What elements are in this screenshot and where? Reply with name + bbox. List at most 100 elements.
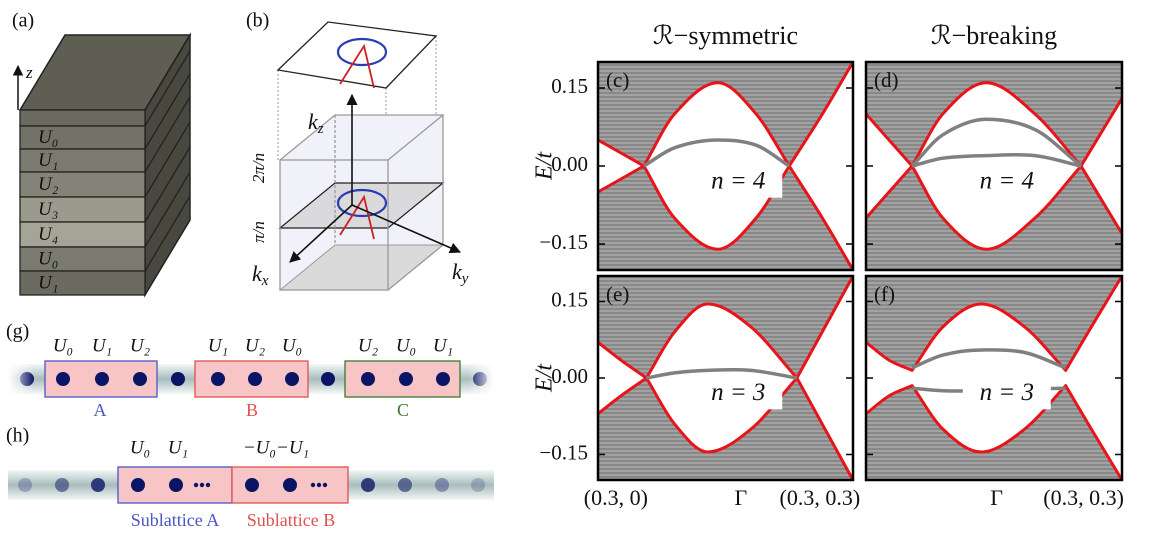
kx-label: kx bbox=[252, 261, 269, 289]
ellipsis-dot bbox=[206, 483, 210, 487]
site bbox=[211, 372, 225, 386]
site bbox=[95, 372, 109, 386]
site bbox=[436, 372, 450, 386]
sublattice-name: Sublattice B bbox=[247, 510, 336, 530]
site bbox=[248, 372, 262, 386]
sub: z bbox=[317, 121, 324, 137]
ellipsis-dot bbox=[194, 483, 198, 487]
panel-label: (d) bbox=[874, 68, 899, 92]
potential-label: U₀ bbox=[396, 335, 416, 356]
x-tick-label: (0.3, 0) bbox=[584, 485, 648, 510]
potential-label: U₀ bbox=[130, 437, 150, 458]
projected-plane bbox=[278, 22, 436, 88]
y-tick-label: 0.15 bbox=[551, 74, 588, 98]
potential-label: U₀ bbox=[53, 335, 73, 356]
y-tick-label: 0.15 bbox=[551, 287, 588, 311]
ellipsis-dot bbox=[200, 483, 204, 487]
band-chart: ℛ−breaking (d) n = 4 bbox=[866, 21, 1122, 270]
annotation: n = 4 bbox=[711, 167, 765, 194]
site bbox=[285, 372, 299, 386]
site bbox=[361, 372, 375, 386]
site bbox=[245, 478, 259, 492]
sublattice-name: Sublattice A bbox=[131, 510, 220, 530]
band-chart: −0.150.000.15(0.3, 0)Γ(0.3, 0.3)(e)n = 3… bbox=[532, 276, 861, 510]
panel-label: (h) bbox=[6, 425, 29, 447]
potential-label: U₁ bbox=[208, 335, 228, 356]
plane-label: 2π/n bbox=[249, 153, 268, 183]
panel-label: (e) bbox=[606, 282, 629, 306]
fade bbox=[468, 362, 494, 396]
x-tick-label: Γ bbox=[734, 485, 747, 510]
site bbox=[471, 478, 485, 492]
figure: (a) z U₀U₁U₂U₃U₄U₀U₁ (b) kz ky kx 2π/n π… bbox=[0, 0, 1152, 535]
x-tick-label: Γ bbox=[990, 485, 1003, 510]
ky-label: ky bbox=[452, 259, 469, 287]
sub: y bbox=[460, 271, 469, 287]
cell-name: C bbox=[397, 400, 409, 420]
annotation: n = 4 bbox=[980, 167, 1034, 194]
cell-name: B bbox=[246, 400, 258, 420]
panel-h: (h) U₀ U₁ −U₀−U₁ Sublattice A Sublattice… bbox=[6, 425, 494, 531]
site bbox=[18, 478, 32, 492]
panel-b: (b) kz ky kx 2π/n π/n bbox=[246, 10, 469, 290]
band-charts: −0.150.000.15ℛ−symmetric(c)n = 4E/tℛ−bre… bbox=[532, 21, 1124, 510]
layer bbox=[20, 110, 145, 126]
potential-label: U₁ bbox=[433, 335, 453, 356]
y-axis-label: E/t bbox=[532, 151, 558, 181]
potential-label: −U₀−U₁ bbox=[243, 437, 309, 458]
annotation: n = 3 bbox=[711, 379, 765, 406]
panel-label: (c) bbox=[606, 68, 629, 92]
potential-label: U₂ bbox=[245, 335, 266, 356]
sub: x bbox=[261, 273, 269, 289]
site bbox=[55, 478, 69, 492]
layer-label: U₂ bbox=[38, 174, 59, 195]
column-title: ℛ−symmetric bbox=[653, 21, 798, 50]
site bbox=[91, 478, 105, 492]
kz-label: kz bbox=[308, 109, 324, 137]
axis-label: z bbox=[25, 63, 33, 82]
potential-label: U₂ bbox=[130, 335, 151, 356]
x-tick-label: (0.3, 0.3) bbox=[1043, 485, 1124, 510]
layer-label: U₀ bbox=[38, 248, 58, 269]
panel-label: (g) bbox=[6, 321, 29, 343]
x-tick-label: (0.3, 0.3) bbox=[780, 485, 861, 510]
ellipsis-dot bbox=[317, 483, 321, 487]
column-title: ℛ−breaking bbox=[931, 21, 1057, 50]
layer-label: U₃ bbox=[38, 199, 58, 220]
annotation: n = 3 bbox=[980, 379, 1034, 406]
y-axis-label: E/t bbox=[532, 363, 558, 393]
site bbox=[435, 478, 449, 492]
site bbox=[171, 372, 185, 386]
layer-label: U₀ bbox=[38, 127, 58, 148]
ellipsis-dot bbox=[323, 483, 327, 487]
site bbox=[399, 372, 413, 386]
panel-g: (g) U₀ U₁ U₂ U₁ U₂ U₀ U₂ U₀ U₁ A B C bbox=[6, 321, 494, 421]
potential-label: U₁ bbox=[168, 437, 188, 458]
panel-label: (a) bbox=[12, 10, 34, 32]
site bbox=[133, 372, 147, 386]
site bbox=[321, 372, 335, 386]
potential-label: U₂ bbox=[358, 335, 379, 356]
ellipsis-dot bbox=[311, 483, 315, 487]
y-tick-label: −0.15 bbox=[539, 230, 588, 254]
layer-label: U₄ bbox=[38, 224, 58, 245]
layer-label: U₁ bbox=[38, 150, 58, 171]
potential-label: U₀ bbox=[282, 335, 302, 356]
cell-name: A bbox=[94, 400, 107, 420]
page: (a) z U₀U₁U₂U₃U₄U₀U₁ (b) kz ky kx 2π/n π… bbox=[0, 0, 1152, 535]
y-tick-label: −0.15 bbox=[539, 440, 588, 464]
potential-label: U₁ bbox=[92, 335, 112, 356]
panel-label: (b) bbox=[246, 10, 269, 32]
site bbox=[131, 478, 145, 492]
site bbox=[283, 478, 297, 492]
panel-label: (f) bbox=[874, 282, 895, 306]
plane-label: π/n bbox=[249, 221, 268, 243]
band-chart: −0.150.000.15ℛ−symmetric(c)n = 4E/t bbox=[532, 21, 854, 270]
site bbox=[398, 478, 412, 492]
layer-label: U₁ bbox=[38, 272, 58, 293]
fade bbox=[8, 362, 34, 396]
potential-labels: U₀ U₁ U₂ U₁ U₂ U₀ U₂ U₀ U₁ bbox=[53, 335, 453, 356]
site bbox=[56, 372, 70, 386]
band-chart: Γ (0.3, 0.3) (f) n = 3 bbox=[866, 276, 1124, 510]
